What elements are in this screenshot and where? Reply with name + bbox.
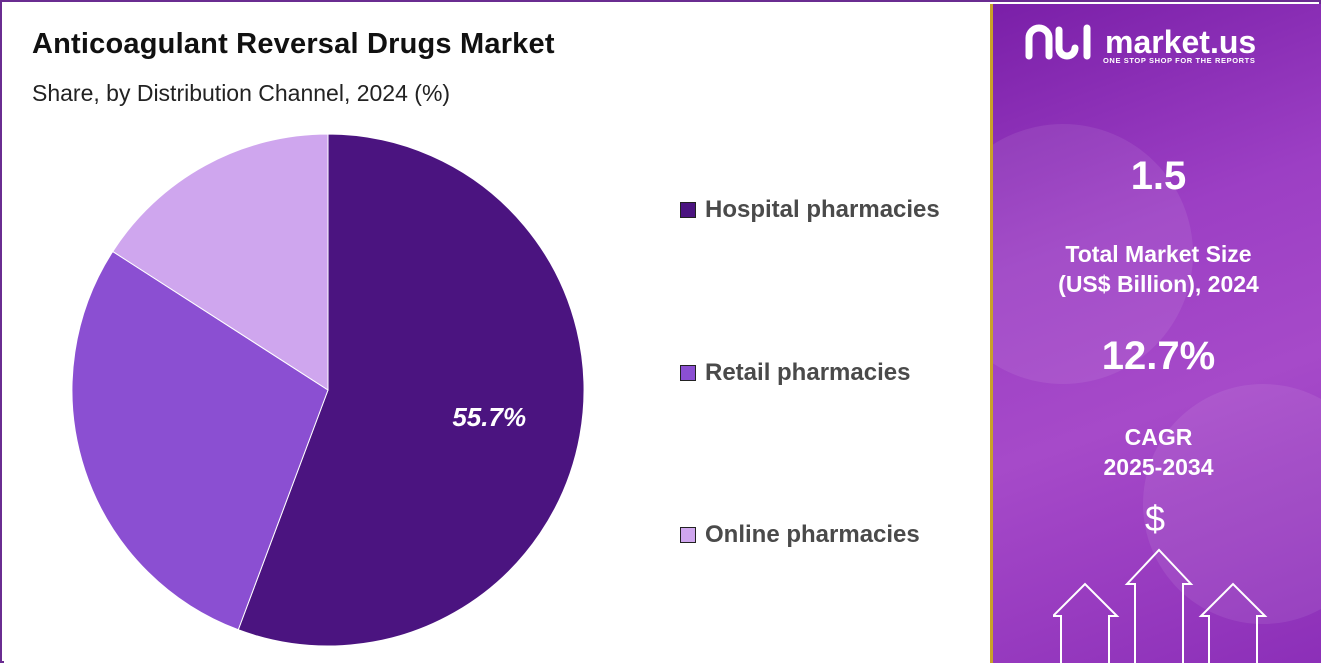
chart-panel: Anticoagulant Reversal Drugs Market Shar…: [4, 4, 990, 663]
legend-swatch: [680, 527, 696, 543]
pie-chart: 55.7%: [71, 133, 585, 647]
legend-label: Online pharmacies: [705, 521, 920, 548]
pie-slice-hospital-pharmacies: [237, 133, 585, 647]
summary-panel: market.us ONE STOP SHOP FOR THE REPORTS …: [990, 4, 1321, 663]
cagr-value: 12.7%: [1101, 334, 1216, 378]
brand-tagline: ONE STOP SHOP FOR THE REPORTS: [1103, 56, 1256, 65]
pie-slice-online-pharmacies: [112, 133, 329, 391]
legend-item: Online pharmacies: [680, 521, 920, 549]
legend-item: Retail pharmacies: [680, 359, 910, 387]
dollar-icon: $: [1145, 498, 1166, 539]
market-us-logo-icon: [1025, 24, 1091, 60]
market-size-label-line2: (US$ Billion), 2024: [1058, 271, 1259, 297]
market-size-value: 1.5: [1130, 154, 1187, 198]
cagr-label-line2: 2025-2034: [1103, 454, 1214, 480]
chart-title: Anticoagulant Reversal Drugs Market: [32, 28, 555, 60]
market-size-label-line1: Total Market Size: [1065, 241, 1252, 267]
chart-subtitle: Share, by Distribution Channel, 2024 (%): [32, 80, 451, 106]
cagr-label-line1: CAGR: [1124, 424, 1193, 450]
legend-label: Hospital pharmacies: [705, 196, 940, 223]
data-label: 55.7%: [452, 402, 526, 432]
growth-arrows-icon: [1053, 548, 1268, 663]
legend-swatch: [680, 202, 696, 218]
legend-item: Hospital pharmacies: [680, 196, 940, 224]
brand-logo: market.us: [1025, 22, 1256, 62]
pie-slice-retail-pharmacies: [71, 250, 329, 631]
background-glow: [993, 124, 1193, 384]
legend-label: Retail pharmacies: [705, 359, 911, 386]
brand-name: market.us: [1105, 24, 1257, 60]
legend-swatch: [680, 365, 696, 381]
